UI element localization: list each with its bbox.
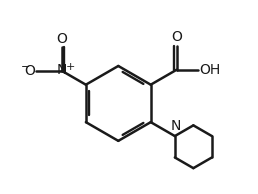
Text: O: O bbox=[56, 32, 67, 46]
Text: O: O bbox=[171, 30, 182, 44]
Text: +: + bbox=[66, 61, 75, 72]
Text: O: O bbox=[24, 64, 35, 78]
Text: −: − bbox=[21, 62, 30, 72]
Text: N: N bbox=[171, 119, 181, 133]
Text: N: N bbox=[57, 63, 67, 77]
Text: OH: OH bbox=[199, 63, 220, 77]
